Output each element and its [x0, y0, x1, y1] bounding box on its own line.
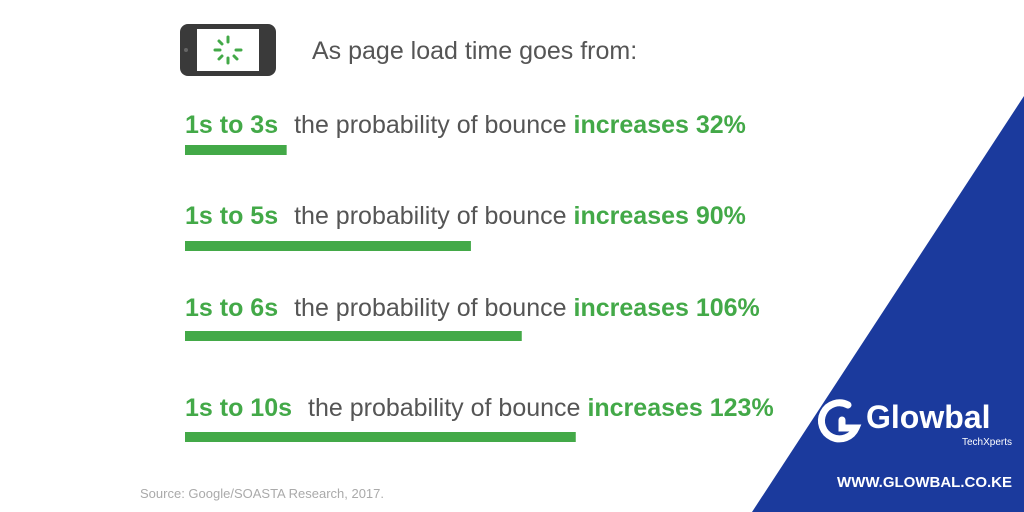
bar [185, 432, 576, 442]
bar [185, 241, 471, 251]
chart-title: As page load time goes from: [312, 37, 637, 65]
bar [185, 331, 522, 341]
bar [185, 145, 287, 155]
connector-text: the probability of bounce [294, 294, 566, 322]
connector-text: the probability of bounce [308, 394, 580, 422]
source-note: Source: Google/SOASTA Research, 2017. [140, 486, 384, 501]
connector-text: the probability of bounce [294, 111, 566, 139]
category-label: 1s to 5s [185, 202, 278, 230]
phone-icon [180, 24, 276, 76]
value-label: increases 32% [574, 111, 746, 139]
value-label: increases 123% [587, 394, 773, 422]
brand-corner [752, 96, 1024, 512]
row-text: 1s to 3s the probability of bounce increas… [185, 111, 746, 139]
brand-logo-icon [818, 399, 862, 443]
connector-text: the probability of bounce [294, 202, 566, 230]
category-label: 1s to 10s [185, 394, 292, 422]
value-label: increases 106% [574, 294, 760, 322]
brand-url: WWW.GLOWBAL.CO.KE [837, 474, 1012, 491]
brand-tagline: TechXperts [962, 437, 1012, 448]
row-text: 1s to 5s the probability of bounce increas… [185, 202, 746, 230]
category-label: 1s to 6s [185, 294, 278, 322]
brand-name: Glowbal [866, 399, 990, 435]
value-label: increases 90% [574, 202, 746, 230]
row-text: 1s to 6s the probability of bounce increas… [185, 294, 760, 322]
row-text: 1s to 10s the probability of bounce increa… [185, 394, 774, 422]
category-label: 1s to 3s [185, 111, 278, 139]
